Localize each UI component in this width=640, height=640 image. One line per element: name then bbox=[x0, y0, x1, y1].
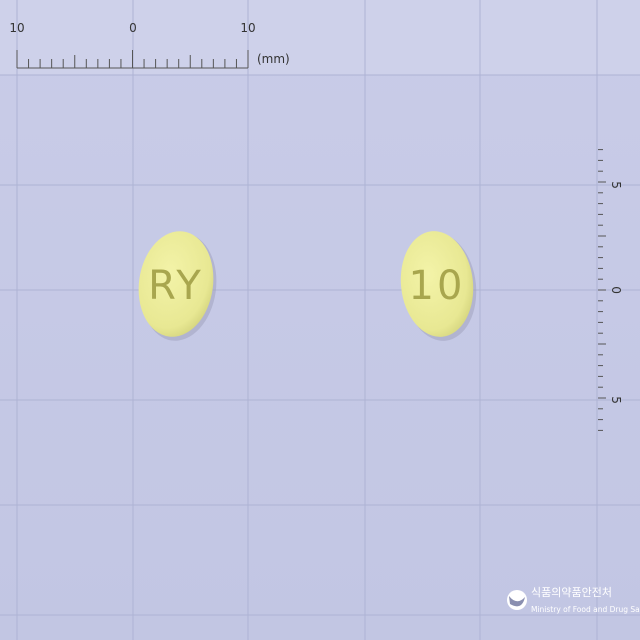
ruler-right-ticks bbox=[598, 149, 606, 431]
pill-imprint: RY bbox=[148, 263, 204, 309]
ruler-unit: (mm) bbox=[257, 52, 290, 66]
logo-english: Ministry of Food and Drug Safety bbox=[531, 605, 640, 614]
ruler-label: 5 bbox=[609, 181, 623, 189]
ruler-label: 0 bbox=[609, 286, 623, 294]
pill-imprint: 10 bbox=[409, 263, 466, 309]
ruler-label: 10 bbox=[9, 21, 24, 35]
ruler-band bbox=[0, 0, 640, 75]
pill bbox=[400, 231, 474, 337]
ruler-label: 0 bbox=[129, 21, 137, 35]
logo-mark-detail bbox=[509, 596, 525, 607]
ruler-top-ticks bbox=[16, 50, 249, 69]
logo-korean: 식품의약품안전처 bbox=[531, 585, 612, 599]
ruler-label: 5 bbox=[609, 396, 623, 404]
ruler-label: 10 bbox=[240, 21, 255, 35]
pill bbox=[138, 231, 214, 337]
